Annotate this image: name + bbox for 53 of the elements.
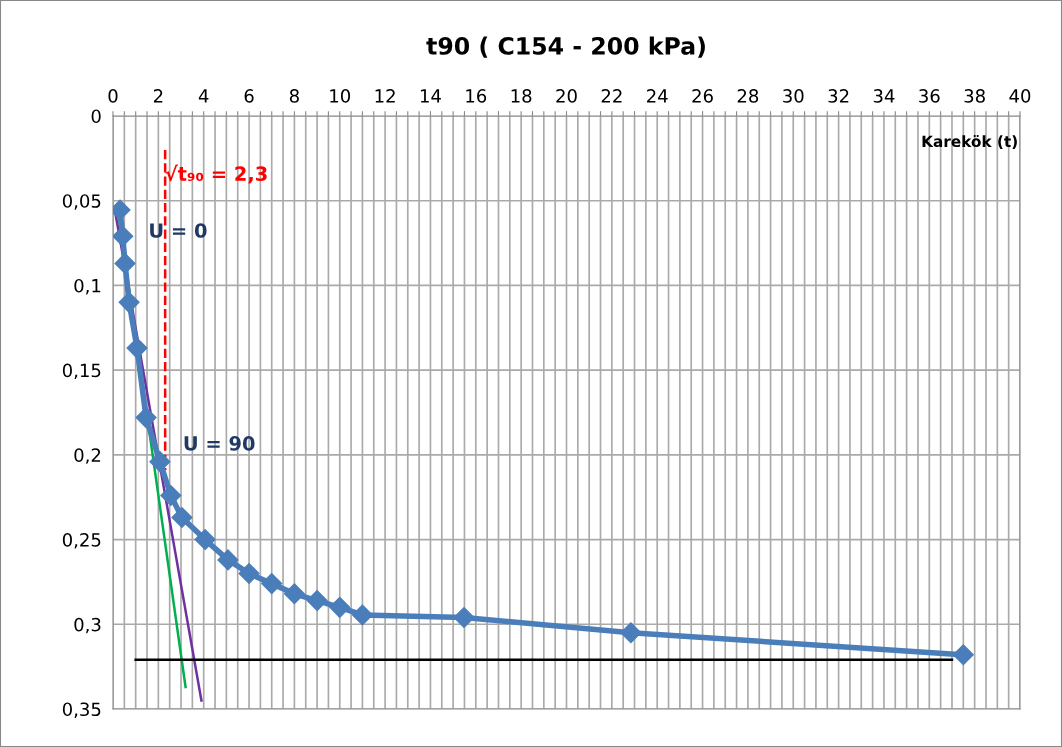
y-tick-label: 0,3 — [74, 617, 101, 634]
x-tick-label: 14 — [420, 89, 441, 103]
x-tick-label: 6 — [244, 89, 254, 103]
annotation: U = 90 — [184, 436, 255, 451]
x-tick-label: 16 — [466, 89, 487, 103]
point — [620, 622, 642, 644]
x-tick-label: 38 — [964, 89, 985, 103]
annotation: √t₉₀ = 2,3 — [165, 164, 267, 184]
point — [118, 291, 140, 313]
point — [329, 596, 351, 618]
y-tick-label: 0,35 — [62, 702, 101, 718]
point — [238, 562, 260, 584]
point — [194, 529, 216, 551]
y-tick-label: 0,25 — [62, 533, 101, 549]
point — [149, 451, 171, 473]
y-tick-label: 0,05 — [62, 194, 101, 210]
x-tick-label: 0 — [108, 89, 118, 103]
x-tick-label: 34 — [873, 89, 895, 103]
point — [351, 604, 373, 626]
x-tick-label: 26 — [692, 89, 713, 103]
x-axis-title: Karekök (t) — [922, 135, 1017, 149]
point — [952, 644, 974, 666]
point — [453, 606, 475, 629]
x-tick-label: 10 — [330, 89, 351, 103]
point — [283, 583, 305, 605]
y-tick-label: 0,1 — [74, 278, 101, 295]
x-tick-label: 40 — [1009, 89, 1031, 103]
x-tick-label: 12 — [375, 89, 395, 103]
x-tick-label: 22 — [601, 89, 622, 103]
point — [217, 549, 239, 571]
y-tick-label: 0 — [91, 109, 101, 124]
x-tick-label: 4 — [198, 89, 209, 103]
y-tick-label: 0,15 — [62, 363, 101, 380]
point — [114, 252, 136, 274]
x-tick-label: 24 — [647, 89, 668, 103]
x-tick-label: 28 — [737, 89, 759, 103]
x-tick-label: 30 — [783, 89, 804, 103]
point — [261, 573, 283, 595]
point — [160, 485, 182, 507]
x-tick-label: 36 — [919, 89, 940, 103]
point — [126, 337, 148, 359]
x-tick-label: 18 — [511, 89, 532, 103]
x-tick-label: 32 — [828, 89, 849, 103]
x-tick-label: 2 — [153, 89, 163, 103]
y-tick-label: 0,2 — [74, 448, 101, 464]
point — [113, 225, 134, 247]
point — [135, 407, 157, 429]
annotation: U = 0 — [150, 223, 207, 238]
chart-title: t90 ( C154 - 200 kPa) — [426, 36, 705, 58]
x-tick-label: 8 — [289, 89, 299, 103]
x-tick-label: 20 — [556, 89, 577, 103]
point — [306, 590, 328, 612]
point — [171, 507, 193, 529]
